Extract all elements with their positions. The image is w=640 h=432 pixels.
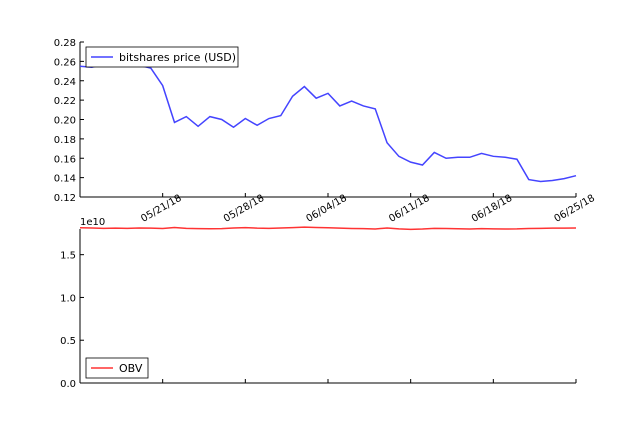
price-y-tick-label: 0.12 <box>54 193 76 204</box>
price-y-tick-label: 0.16 <box>54 154 76 165</box>
obv-legend-label: OBV <box>119 362 143 375</box>
price-y-tick-label: 0.20 <box>54 116 76 127</box>
obv-offset-label: 1e10 <box>80 217 105 228</box>
price-y-tick-label: 0.22 <box>54 96 76 107</box>
price-y-tick-label: 0.24 <box>54 77 76 88</box>
price-legend-label: bitshares price (USD) <box>119 51 236 64</box>
price-x-tick-label: 06/11/18 <box>387 193 431 225</box>
price-y-tick-label: 0.18 <box>54 135 76 146</box>
price-x-tick-label: 05/21/18 <box>139 193 183 225</box>
price-y-tick-label: 0.26 <box>54 57 76 68</box>
obv-y-tick-label: 0.0 <box>60 379 76 390</box>
price-x-tick-label: 05/28/18 <box>222 193 266 225</box>
obv-legend-box <box>85 357 149 379</box>
price-x-tick-label: 06/04/18 <box>305 193 349 225</box>
obv-legend: OBV <box>85 357 149 379</box>
obv-y-tick-label: 0.5 <box>60 336 76 347</box>
obv-series-line <box>79 226 577 231</box>
price-y-tick-label: 0.28 <box>54 38 76 49</box>
obv-y-tick-label: 1.5 <box>60 251 76 262</box>
price-legend-box <box>85 46 239 68</box>
price-series-line <box>79 62 577 183</box>
obv-y-tick-label: 1.0 <box>60 293 76 304</box>
price-y-tick-label: 0.14 <box>54 174 76 185</box>
obv-panel: 0.0 0.5 1.0 1.5 1e10 OBV <box>60 217 577 390</box>
price-x-tick-label: 06/18/18 <box>470 193 514 225</box>
price-legend: bitshares price (USD) <box>85 46 239 68</box>
price-panel: 0.12 0.14 0.16 0.18 0.20 0.22 0.24 0.26 0.28 05/2… <box>54 38 597 225</box>
price-x-tick-label: 06/25/18 <box>553 193 597 225</box>
